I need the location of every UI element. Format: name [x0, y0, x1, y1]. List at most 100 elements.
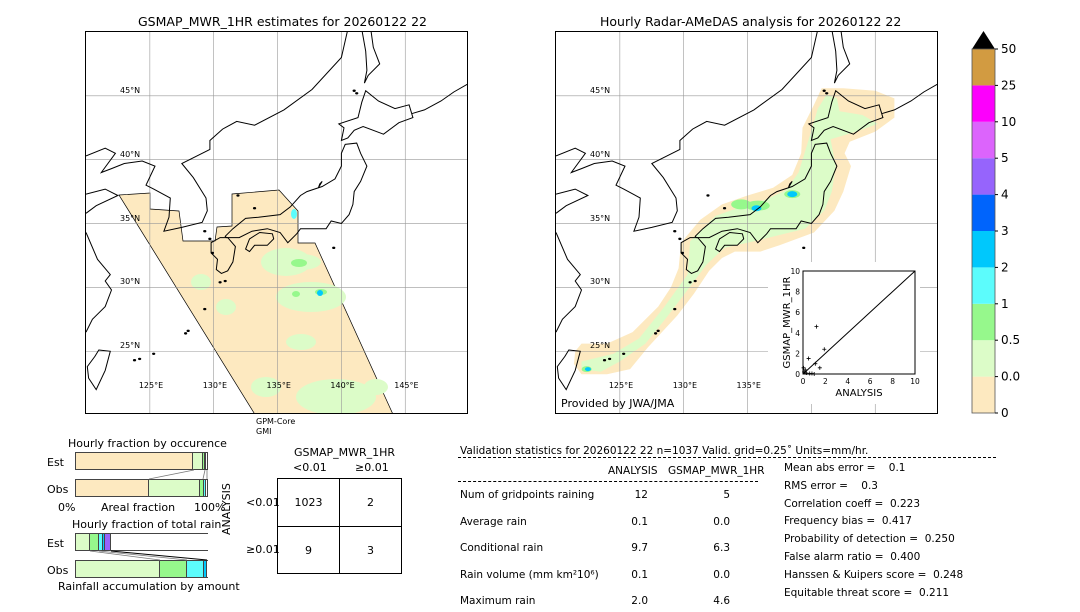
bar-segment [76, 480, 149, 496]
header-rule [458, 457, 996, 458]
coastline-sado [317, 181, 323, 189]
lat-label: 30°N [590, 277, 611, 287]
stat-row-label: Conditional rain [460, 542, 544, 554]
lon-label: 125°E [608, 381, 634, 390]
contingency-col-0: <0.01 [293, 461, 327, 474]
island [722, 207, 727, 210]
island [184, 332, 188, 335]
validation-header: Validation statistics for 20260122 22 n=… [460, 445, 869, 457]
island [656, 329, 660, 333]
score-line: Correlation coeff = 0.223 [784, 497, 920, 510]
coastline-sakhalin [831, 32, 851, 84]
stat-row-label: Average rain [460, 515, 527, 528]
bar-segment [89, 534, 99, 550]
occ-obs-label: Obs [47, 483, 69, 496]
occ-tick-100: 100% [194, 501, 226, 514]
diagonal-line [802, 270, 916, 375]
stat-row-label: Rain volume (mm km²10⁶) [460, 568, 599, 581]
island [223, 279, 227, 283]
colorbar-segment [972, 49, 995, 86]
colorbar-label: 0 [1001, 406, 1009, 420]
island [608, 357, 612, 361]
colorbar-segment [972, 158, 995, 195]
scatter-point [804, 370, 809, 375]
cell-false-alarm: 2 [367, 496, 374, 509]
rain-obs-bar [75, 560, 208, 578]
lat-label: 45°N [590, 85, 611, 95]
left-map-title: GSMAP_MWR_1HR estimates for 20260122 22 [138, 14, 427, 29]
island [332, 246, 336, 250]
stat-gsmap-value: 4.6 [713, 595, 730, 607]
colorbar-segment [972, 194, 995, 231]
bar-segment [204, 561, 208, 577]
stat-gsmap-value: 0.0 [713, 515, 730, 528]
island [352, 89, 356, 92]
col-gsmap: GSMAP_MWR_1HR [668, 465, 765, 477]
bar-connectors [89, 469, 208, 561]
scatter-point [806, 356, 811, 361]
contingency-row-0: <0.01 [246, 496, 280, 509]
y-tick-label: 0 [795, 370, 800, 379]
island [802, 246, 806, 250]
rain-area [291, 259, 307, 267]
bar-segment [203, 453, 206, 469]
island [602, 358, 607, 362]
coastline-taiwan [556, 349, 581, 391]
stat-row-label: Num of gridpoints raining [460, 489, 595, 501]
bar-segment [75, 534, 90, 550]
stat-gsmap-value: 5 [723, 489, 730, 501]
bar-segment [199, 480, 204, 496]
rain-obs-label: Obs [47, 564, 69, 577]
scatter-point [803, 367, 808, 372]
stat-row-label: Maximum rain [460, 595, 536, 607]
scatter-point [822, 347, 827, 352]
scatter-plot: 0 2 4 6 8 10 0 2 4 6 8 10 ANALYSIS GSMAP_MWR_1HR [782, 267, 920, 399]
island [186, 329, 190, 333]
radar-rain-area [581, 94, 878, 372]
colorbar-segment [972, 85, 995, 122]
table-divider [278, 526, 401, 527]
right-map-title: Hourly Radar-AMeDAS analysis for 2026012… [600, 14, 902, 29]
rain-area [364, 379, 388, 395]
occurrence-title: Hourly fraction by occurence [68, 437, 227, 450]
bar-segment [203, 480, 207, 496]
score-line: Frequency bias = 0.417 [784, 515, 912, 528]
lon-label: 135°E [736, 381, 761, 390]
bar-segment [186, 561, 204, 577]
map-canvas [556, 32, 937, 413]
x-tick-label: 2 [823, 377, 828, 386]
rain-area [276, 282, 346, 312]
bar-segment [205, 453, 207, 469]
coastline-sakhalin [361, 32, 381, 84]
coastline-shikoku [244, 231, 275, 253]
island [673, 230, 677, 233]
score-line: Probability of detection = 0.250 [784, 533, 955, 546]
colorbar-segment [972, 376, 995, 413]
lat-label: 30°N [120, 277, 141, 287]
coastline-hokkaido [807, 89, 884, 142]
colorbar-extend-arrow [972, 31, 995, 49]
colorbar-label: 5 [1001, 151, 1009, 165]
score-line: Equitable threat score = 0.211 [784, 586, 950, 599]
scatter-point [814, 324, 819, 329]
scatter-point [813, 361, 818, 366]
colorbar-label: 2 [1001, 260, 1009, 274]
rain-area [251, 377, 281, 397]
occ-tick-0: 0% [58, 501, 76, 514]
lat-label: 40°N [120, 149, 141, 159]
colorbar-label: 50 [1001, 42, 1016, 56]
coastline-taiwan [86, 349, 111, 391]
radar-rain-area [751, 205, 762, 212]
coastline-mainland [556, 32, 818, 232]
colorbar: 0 0.01 0.5 1 2 3 4 5 10 25 50 [971, 31, 1020, 420]
scatter-point [802, 369, 807, 374]
island [678, 237, 682, 241]
colorbar-segment [972, 121, 995, 159]
lon-label: 130°E [672, 381, 698, 390]
x-axis-label: ANALYSIS [835, 388, 882, 399]
coastline-china [556, 232, 583, 333]
contingency-title: GSMAP_MWR_1HR [294, 446, 396, 459]
colorbar-label: 25 [1001, 78, 1016, 92]
lon-label: 145°E [394, 381, 419, 390]
island [203, 307, 207, 311]
